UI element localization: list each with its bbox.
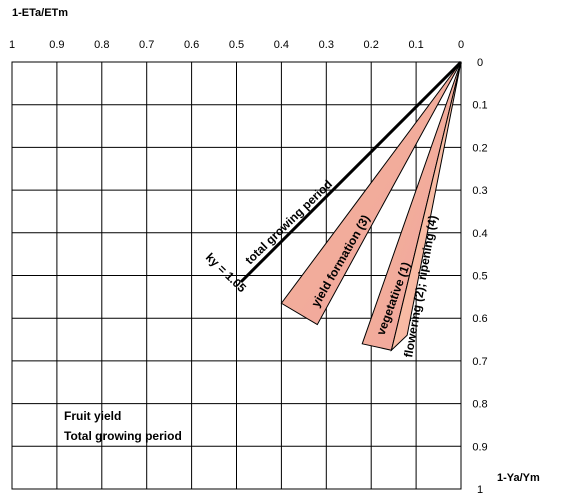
y-tick-label: 1	[477, 484, 483, 496]
x-tick-label: 0.8	[94, 39, 109, 51]
y-axis-title: 1-Ya/Ym	[497, 472, 540, 484]
note-line-2: Total growing period	[64, 429, 182, 443]
y-tick-label: 0.6	[472, 313, 487, 325]
x-tick-label: 0	[458, 39, 464, 51]
y-tick-label: 0.7	[472, 356, 487, 368]
x-tick-label: 0.3	[319, 39, 334, 51]
y-tick-label: 0.5	[472, 271, 487, 283]
lines	[239, 60, 463, 283]
x-tick-labels: 1 0.9 0.8 0.7 0.6 0.5 0.4 0.3 0.2 0.1 0	[9, 39, 464, 51]
y-tick-label: 0.2	[472, 142, 487, 154]
x-tick-label: 0.9	[49, 39, 64, 51]
ky-line	[239, 60, 463, 283]
x-tick-label: 0.4	[274, 39, 289, 51]
y-tick-label: 0	[477, 57, 483, 69]
x-tick-label: 0.2	[364, 39, 379, 51]
y-tick-label: 0.1	[472, 100, 487, 112]
x-tick-label: 1	[9, 39, 15, 51]
x-tick-label: 0.6	[184, 39, 199, 51]
x-tick-label: 0.7	[139, 39, 154, 51]
x-tick-label: 0.1	[408, 39, 423, 51]
wedge-1	[280, 61, 462, 326]
y-tick-label: 0.8	[472, 399, 487, 411]
y-tick-label: 0.3	[472, 185, 487, 197]
x-tick-label: 0.5	[229, 39, 244, 51]
y-tick-label: 0.9	[472, 441, 487, 453]
wedges	[280, 61, 462, 352]
note-line-1: Fruit yield	[64, 409, 121, 423]
x-axis-title: 1-ETa/ETm	[12, 7, 68, 19]
wedge-3	[390, 61, 462, 352]
y-tick-labels: 0 0.1 0.2 0.3 0.4 0.5 0.6 0.7 0.8 0.9 1	[472, 57, 487, 496]
y-tick-label: 0.4	[472, 228, 487, 240]
